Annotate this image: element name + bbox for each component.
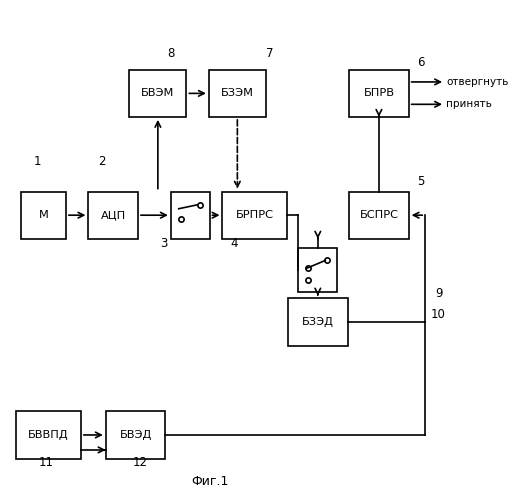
- Text: АЦП: АЦП: [100, 210, 126, 220]
- Text: БРПРС: БРПРС: [236, 210, 274, 220]
- Text: БВЭД: БВЭД: [120, 430, 152, 440]
- FancyBboxPatch shape: [288, 298, 348, 346]
- Text: 11: 11: [38, 456, 54, 469]
- FancyBboxPatch shape: [21, 192, 66, 239]
- Text: 3: 3: [161, 237, 168, 250]
- Text: 1: 1: [33, 155, 41, 168]
- FancyBboxPatch shape: [209, 70, 266, 117]
- Text: 9: 9: [435, 288, 443, 300]
- Text: 10: 10: [431, 308, 446, 321]
- Text: БЗЭМ: БЗЭМ: [221, 88, 254, 99]
- Text: отвергнуть: отвергнуть: [447, 77, 509, 87]
- FancyBboxPatch shape: [16, 412, 81, 459]
- FancyBboxPatch shape: [88, 192, 138, 239]
- FancyBboxPatch shape: [298, 248, 337, 292]
- Text: БПРВ: БПРВ: [363, 88, 395, 99]
- FancyBboxPatch shape: [349, 70, 409, 117]
- Text: 12: 12: [133, 456, 148, 469]
- Text: БЗЭД: БЗЭД: [302, 317, 334, 327]
- Text: Фиг.1: Фиг.1: [191, 474, 229, 488]
- Text: 5: 5: [418, 175, 425, 188]
- Text: БВВПД: БВВПД: [28, 430, 69, 440]
- FancyBboxPatch shape: [106, 412, 165, 459]
- FancyBboxPatch shape: [171, 192, 210, 239]
- FancyBboxPatch shape: [223, 192, 287, 239]
- FancyBboxPatch shape: [129, 70, 187, 117]
- Text: принять: принять: [447, 100, 492, 110]
- FancyBboxPatch shape: [349, 192, 409, 239]
- Text: 6: 6: [418, 56, 425, 68]
- Text: М: М: [38, 210, 48, 220]
- Text: 7: 7: [266, 47, 274, 60]
- Text: БСПРС: БСПРС: [359, 210, 398, 220]
- Text: 8: 8: [167, 47, 175, 60]
- Text: 4: 4: [230, 237, 238, 250]
- Text: БВЭМ: БВЭМ: [141, 88, 175, 99]
- Text: 2: 2: [98, 155, 106, 168]
